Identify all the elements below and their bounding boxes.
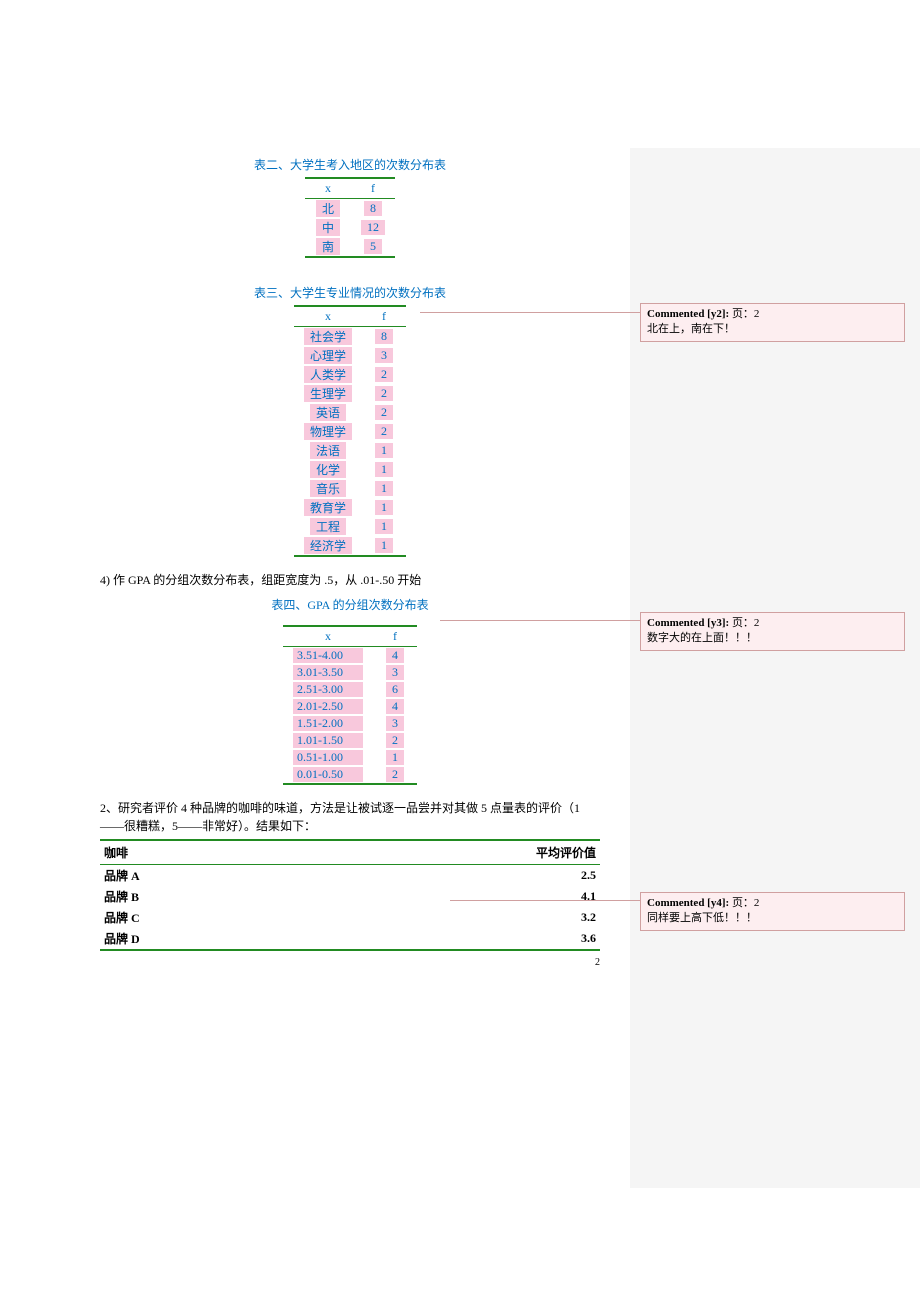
comment-y4[interactable]: Commented [y4]: 页：2 同样要上高下低！！！ xyxy=(640,892,905,931)
question-2-text: 2、研究者评价 4 种品牌的咖啡的味道，方法是让被试逐一品尝并对其做 5 点量表… xyxy=(100,799,600,835)
table4: x f 3.51-4.004 3.01-3.503 2.51-3.006 2.0… xyxy=(283,625,417,785)
comment-y3[interactable]: Commented [y3]: 页：2 数字大的在上面！！！ xyxy=(640,612,905,651)
comment-connector xyxy=(420,312,640,313)
table3-header-f: f xyxy=(362,306,406,327)
table-row: 社会学8 xyxy=(294,327,406,347)
comment-label: Commented [y3]: xyxy=(647,617,732,629)
table-row: 英语2 xyxy=(294,403,406,422)
comment-connector xyxy=(450,900,640,901)
table2-header-x: x xyxy=(305,178,351,199)
table2: x f 北8 中12 南5 xyxy=(305,177,395,258)
comment-ref: 页：2 xyxy=(732,617,760,629)
table-row: 0.01-0.502 xyxy=(283,766,417,784)
table-row: 0.51-1.001 xyxy=(283,749,417,766)
table-row: 1.01-1.502 xyxy=(283,732,417,749)
table-row: 2.01-2.504 xyxy=(283,698,417,715)
table-row: 2.51-3.006 xyxy=(283,681,417,698)
coffee-header-name: 咖啡 xyxy=(100,840,296,865)
table3-header: x f xyxy=(294,306,406,327)
table-row: 化学1 xyxy=(294,460,406,479)
coffee-header: 咖啡 平均评价值 xyxy=(100,840,600,865)
table4-header-x: x xyxy=(283,626,373,647)
comment-label: Commented [y4]: xyxy=(647,897,732,909)
comment-label: Commented [y2]: xyxy=(647,308,732,320)
table2-caption: 表二、大学生考入地区的次数分布表 xyxy=(100,156,600,173)
table2-header: x f xyxy=(305,178,395,199)
table-row: 人类学2 xyxy=(294,365,406,384)
table4-header-f: f xyxy=(373,626,417,647)
table-row: 品牌 A2.5 xyxy=(100,865,600,887)
table-row: 品牌 C3.2 xyxy=(100,907,600,928)
table-row: 心理学3 xyxy=(294,346,406,365)
table-row: 工程1 xyxy=(294,517,406,536)
table4-header: x f xyxy=(283,626,417,647)
comment-body: 同样要上高下低！！！ xyxy=(647,912,757,924)
table-row: 品牌 D3.6 xyxy=(100,928,600,950)
comment-y2[interactable]: Commented [y2]: 页：2 北在上，南在下！ xyxy=(640,303,905,342)
page-number: 2 xyxy=(100,957,600,968)
table2-header-f: f xyxy=(351,178,395,199)
comment-ref: 页：2 xyxy=(732,897,760,909)
table4-caption: 表四、GPA 的分组次数分布表 xyxy=(100,596,600,613)
table-row: 经济学1 xyxy=(294,536,406,556)
table-row: 音乐1 xyxy=(294,479,406,498)
comment-body: 北在上，南在下！ xyxy=(647,323,735,335)
coffee-header-val: 平均评价值 xyxy=(296,840,601,865)
table-row: 教育学1 xyxy=(294,498,406,517)
table-row: 3.51-4.004 xyxy=(283,647,417,665)
table3-header-x: x xyxy=(294,306,362,327)
table-row: 生理学2 xyxy=(294,384,406,403)
table-row: 1.51-2.003 xyxy=(283,715,417,732)
table3: x f 社会学8 心理学3 人类学2 生理学2 英语2 物理学2 法语1 化学1… xyxy=(294,305,406,557)
table3-caption: 表三、大学生专业情况的次数分布表 xyxy=(100,284,600,301)
table-row: 北8 xyxy=(305,199,395,219)
comment-connector xyxy=(440,620,640,621)
table-row: 中12 xyxy=(305,218,395,237)
question-4-text: 4) 作 GPA 的分组次数分布表，组距宽度为 .5，从 .01-.50 开始 xyxy=(100,571,600,588)
comment-ref: 页：2 xyxy=(732,308,760,320)
document-content: 表二、大学生考入地区的次数分布表 x f 北8 中12 南5 表三、大学生专业情… xyxy=(100,148,600,968)
table-row: 品牌 B4.1 xyxy=(100,886,600,907)
comment-body: 数字大的在上面！！！ xyxy=(647,632,757,644)
coffee-table: 咖啡 平均评价值 品牌 A2.5 品牌 B4.1 品牌 C3.2 品牌 D3.6 xyxy=(100,839,600,951)
table-row: 法语1 xyxy=(294,441,406,460)
table-row: 南5 xyxy=(305,237,395,257)
table-row: 物理学2 xyxy=(294,422,406,441)
table-row: 3.01-3.503 xyxy=(283,664,417,681)
